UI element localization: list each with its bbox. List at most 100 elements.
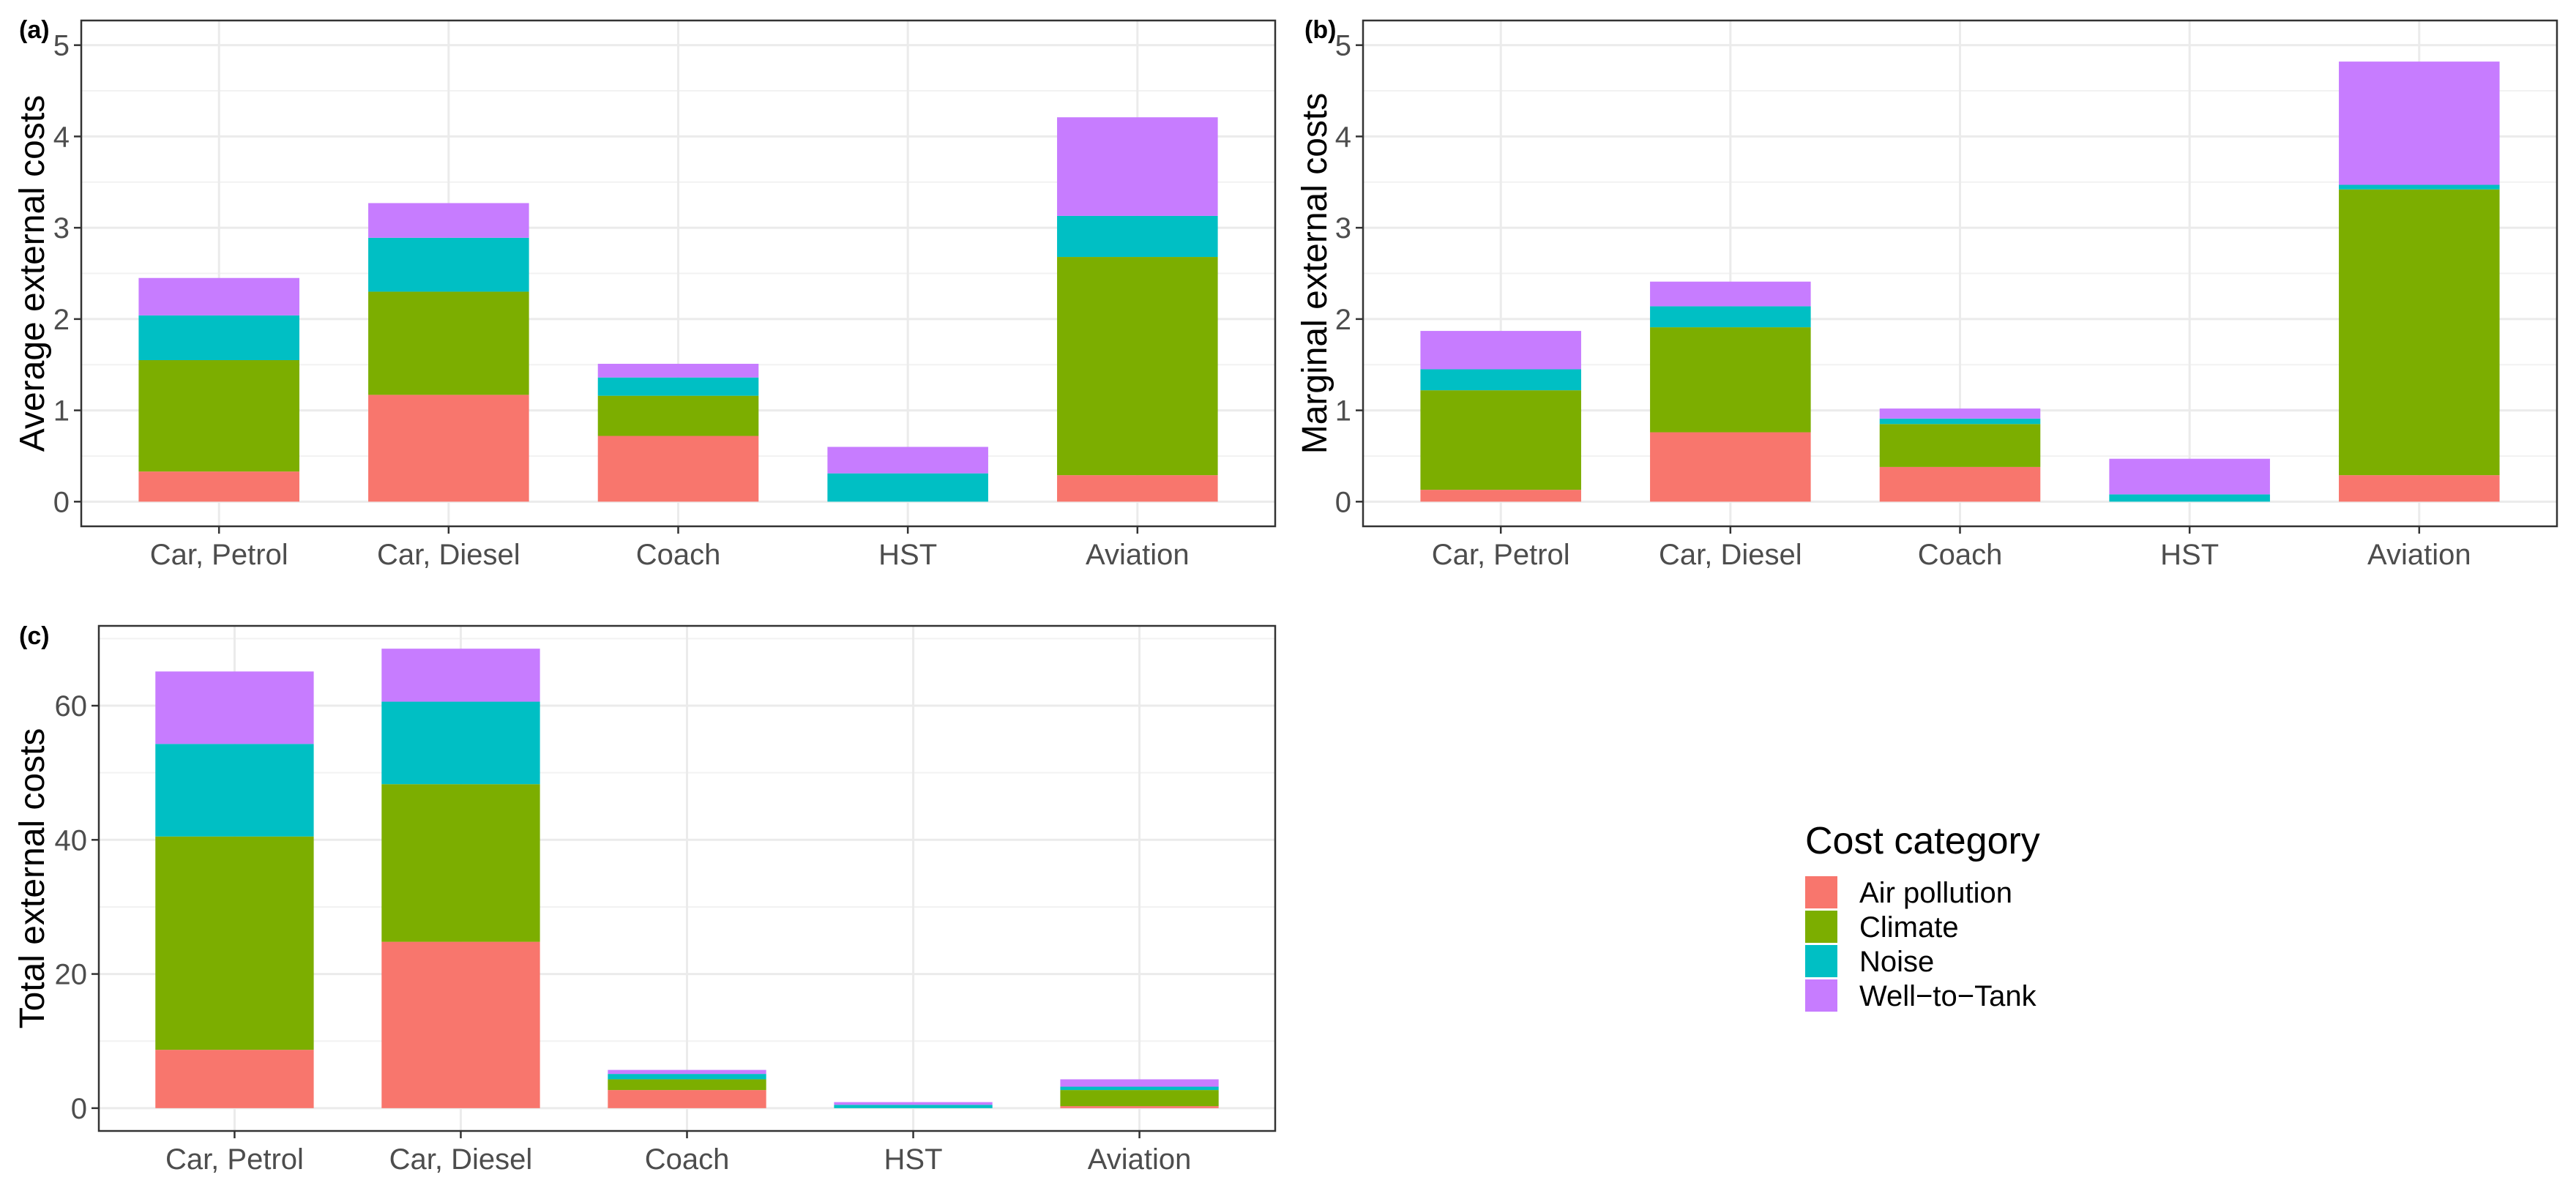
legend: Cost category Air pollution Climate Nois… [1805,820,2040,1012]
bar-hst-noise [834,1105,993,1108]
bar-car-petrol-well-to-tank [1420,331,1581,370]
bar-car-petrol-well-to-tank [138,277,299,315]
legend-key-well-to-tank [1805,979,1837,1012]
bar-aviation-well-to-tank [1057,117,1218,216]
bar-car-diesel-well-to-tank [1650,281,1811,307]
bar-car-diesel-air-pollution [368,395,529,502]
x-tick-label-car-diesel: Car, Diesel [1659,539,1802,571]
x-tick-label-hst: HST [2160,539,2219,571]
bar-car-petrol-noise [1420,369,1581,391]
bar-hst-well-to-tank [834,1102,993,1105]
legend-key-noise [1805,945,1837,977]
x-tick-label-car-diesel: Car, Diesel [389,1143,533,1176]
bar-car-diesel-noise [368,237,529,292]
bar-hst-noise [2109,494,2270,502]
bar-aviation-air-pollution [2339,475,2500,502]
bar-car-diesel-climate [368,291,529,395]
y-tick-label: 2 [1335,304,1351,336]
x-tick-label-coach: Coach [645,1143,730,1176]
bar-aviation-climate [1057,257,1218,476]
y-tick-label: 4 [53,121,70,153]
bar-coach-well-to-tank [1879,408,2041,419]
x-tick-label-car-diesel: Car, Diesel [377,539,520,571]
bar-aviation-well-to-tank [1060,1079,1219,1087]
legend-label-climate: Climate [1859,911,1959,944]
bar-car-petrol-climate [138,359,299,472]
bar-coach-climate [597,395,759,436]
y-tick-label: 5 [53,30,70,62]
y-axis-title: Marginal external costs [1296,93,1334,455]
bar-aviation-noise [1057,215,1218,258]
legend-label-well-to-tank: Well−to−Tank [1859,980,2037,1012]
bar-aviation-air-pollution [1057,475,1218,502]
panel-tag: (b) [1304,16,1336,44]
legend-key-air-pollution [1805,876,1837,908]
bar-car-petrol-well-to-tank [155,671,314,744]
y-tick-label: 3 [1335,212,1351,244]
bar-coach-climate [608,1079,766,1091]
x-tick-label-hst: HST [884,1143,943,1176]
y-tick-label: 1 [53,395,70,427]
panel-tag: (c) [19,622,50,650]
y-tick-label: 5 [1335,30,1351,62]
bar-aviation-air-pollution [1060,1106,1219,1108]
bar-car-petrol-noise [155,744,314,837]
panel-b-marginal-costs: 0 1 2 3 4 5 Car, Petrol Car, Diesel Coach HST Avia… [1296,16,2558,571]
bar-car-diesel-air-pollution [1650,432,1811,502]
bar-aviation-climate [1060,1090,1219,1107]
bar-coach-noise [597,377,759,396]
bar-aviation-noise [2339,184,2500,190]
bar-hst-noise [827,473,988,502]
x-tick-label-aviation: Aviation [2367,539,2471,571]
bar-car-petrol-air-pollution [1420,490,1581,502]
y-tick-label: 3 [53,212,70,244]
x-tick-label-coach: Coach [1918,539,2003,571]
bar-coach-well-to-tank [608,1069,766,1075]
y-tick-label: 20 [55,959,88,991]
bar-coach-noise [1879,418,2041,425]
bar-aviation-noise [1060,1086,1219,1091]
bar-car-petrol-air-pollution [155,1050,314,1108]
y-axis-title: Total external costs [13,728,52,1029]
bar-aviation-well-to-tank [2339,61,2500,185]
x-tick-label-aviation: Aviation [1088,1143,1192,1176]
legend-key-climate [1805,911,1837,943]
y-tick-label: 0 [71,1093,87,1125]
bar-car-petrol-noise [138,315,299,360]
bar-car-petrol-climate [1420,390,1581,490]
bar-hst-well-to-tank [827,447,988,474]
y-tick-label: 0 [53,486,70,518]
bar-car-diesel-climate [381,784,540,942]
bar-car-diesel-noise [381,701,540,785]
bar-car-petrol-air-pollution [138,471,299,502]
x-tick-label-car-petrol: Car, Petrol [165,1143,304,1176]
panel-c-total-costs: 0 20 40 60 Car, Petrol Car, Diesel Coach HST Avi… [13,622,1277,1176]
x-tick-label-car-petrol: Car, Petrol [1432,539,1570,571]
bar-car-diesel-climate [1650,327,1811,433]
bar-aviation-climate [2339,189,2500,476]
bar-coach-air-pollution [608,1090,766,1108]
bar-coach-air-pollution [1879,466,2041,502]
bar-car-petrol-climate [155,836,314,1050]
legend-label-noise: Noise [1859,946,1934,978]
x-tick-label-hst: HST [878,539,937,571]
x-tick-label-aviation: Aviation [1086,539,1190,571]
y-axis-title: Average external costs [13,95,52,452]
bar-coach-noise [608,1074,766,1080]
bar-car-diesel-well-to-tank [368,203,529,238]
y-tick-label: 60 [55,690,88,722]
y-tick-label: 0 [1335,486,1351,518]
bar-car-diesel-noise [1650,306,1811,328]
bar-coach-climate [1879,424,2041,467]
x-tick-label-coach: Coach [636,539,721,571]
y-tick-label: 2 [53,304,70,336]
panel-a-average-costs: 0 1 2 3 4 5 Car, Petrol Car, Diesel Coach HST Avia… [13,16,1277,571]
bar-coach-air-pollution [597,436,759,502]
bar-hst-well-to-tank [2109,458,2270,495]
legend-label-air-pollution: Air pollution [1859,877,2012,909]
bar-car-diesel-well-to-tank [381,649,540,702]
y-tick-label: 40 [55,824,88,856]
y-tick-label: 4 [1335,121,1351,153]
x-tick-label-car-petrol: Car, Petrol [150,539,288,571]
panel-tag: (a) [19,16,50,44]
